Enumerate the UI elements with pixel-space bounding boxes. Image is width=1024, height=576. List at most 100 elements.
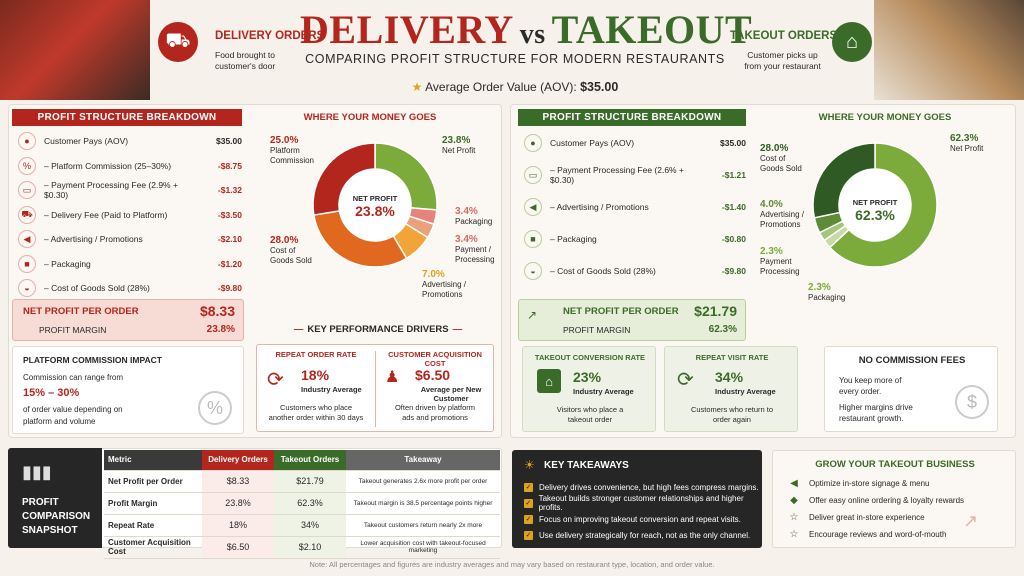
table-cell: $2.10 — [274, 536, 346, 559]
label-cogs: 28.0% Cost of Goods Sold — [270, 235, 312, 266]
table-cell: Takeout generates 2.6x more profit per o… — [346, 470, 500, 493]
donut-hole — [839, 169, 911, 241]
grow-item: ◆ Offer easy online ordering & loyalty re… — [787, 492, 1013, 509]
takeout-donut-center: NET PROFIT 62.3% — [852, 198, 898, 223]
donut-slice-platform-commission — [312, 142, 376, 216]
row-label: – Payment Processing Fee (2.9% + $0.30) — [44, 180, 178, 200]
breakdown-row: ● Customer Pays (AOV) $35.00 — [518, 132, 746, 154]
checkbox-icon: ✓ — [524, 482, 533, 492]
table-header: Takeout Orders — [274, 450, 346, 471]
net-label: NET PROFIT PER ORDER — [23, 306, 139, 317]
kpi-title: — KEY PERFORMANCE DRIVERS — — [293, 324, 463, 335]
breakdown-row: ■ – Packaging -$1.20 — [12, 253, 242, 275]
takeout-net-box: ↗ NET PROFIT PER ORDER $21.79 PROFIT MAR… — [518, 299, 746, 341]
food-icon: ◒ — [18, 279, 36, 297]
table-cell: Lower acquisition cost with takeout-focu… — [346, 536, 500, 559]
delivery-donut — [312, 142, 438, 268]
checkbox-icon: ✓ — [524, 530, 533, 540]
row-value: -$1.21 — [721, 170, 746, 180]
table-cell: Takeout customers return nearly 2x more — [346, 514, 500, 537]
megaphone-icon: ◀ — [790, 478, 798, 489]
net-value: $8.33 — [199, 303, 235, 319]
takeaway-item: ✓ Focus on improving takeout conversion a… — [524, 514, 741, 524]
megaphone-icon: ◀ — [18, 230, 36, 248]
percent-icon: % — [18, 156, 36, 175]
row-label: – Packaging — [44, 258, 91, 269]
dollar-icon: $ — [955, 385, 989, 419]
breakdown-row: ▭ – Payment Processing Fee (2.6% + $0.30)… — [518, 164, 746, 186]
delivery-kpi-box: REPEAT ORDER RATE ⟳ 18% Industry Average… — [256, 344, 494, 432]
table-cell: Profit Margin — [104, 492, 202, 515]
table-cell: Repeat Rate — [104, 514, 202, 537]
margin-label: PROFIT MARGIN — [563, 325, 631, 335]
delivery-heading: DELIVERY ORDERS — [215, 30, 325, 42]
takeaway-list: ✓ Delivery drives convenience, but high f… — [524, 480, 760, 544]
label-net: 62.3% Net Profit — [950, 133, 984, 154]
page-subtitle: COMPARING PROFIT STRUCTURE FOR MODERN RE… — [305, 52, 725, 66]
commission-impact-box: PLATFORM COMMISSION IMPACT Commission ca… — [12, 346, 244, 434]
donut-hole — [339, 169, 411, 241]
aov-line: ★ Average Order Value (AOV): $35.00 — [411, 80, 619, 94]
person-icon: ● — [18, 132, 36, 150]
table-cell: Takeout margin is 38.5 percentage points… — [346, 492, 500, 515]
label-advertising: 4.0% Advertising / Promotions — [760, 199, 805, 230]
table-row: Profit Margin 23.8% 62.3% Takeout margin is… — [104, 492, 500, 515]
label-cogs: 28.0% Cost of Goods Sold — [760, 143, 802, 174]
table-cell: $6.50 — [202, 536, 274, 559]
takeout-breakdown-title: PROFIT STRUCTURE BREAKDOWN — [518, 109, 746, 126]
chart-up-icon: ↗ — [527, 308, 538, 322]
snapshot-table: Metric Delivery Orders Takeout Orders Takea… — [104, 450, 500, 559]
star-icon: ☆ — [789, 512, 799, 523]
breakdown-row: ◀ – Advertising / Promotions -$2.10 — [12, 228, 242, 250]
snapshot-title-block: ▮▮▮ PROFIT COMPARISON SNAPSHOT — [8, 448, 102, 548]
growth-chart-icon: ↗ — [963, 511, 979, 531]
takeaway-item: ✓ Use delivery strategically for reach, n… — [524, 530, 751, 540]
row-label: Customer Pays (AOV) — [550, 138, 635, 148]
table-cell: $8.33 — [202, 470, 274, 493]
breakdown-row: ■ – Packaging -$0.80 — [518, 228, 746, 250]
table-cell: 62.3% — [274, 492, 346, 515]
table-row: Repeat Rate 18% 34% Takeout customers retur… — [104, 514, 500, 537]
box-icon: ■ — [524, 230, 542, 248]
table-cell: Net Profit per Order — [104, 470, 202, 493]
tag-icon: ◆ — [790, 495, 798, 506]
delivery-breakdown-title: PROFIT STRUCTURE BREAKDOWN — [12, 109, 242, 126]
breakdown-row: ◀ – Advertising / Promotions -$1.40 — [518, 196, 746, 218]
label-commission: 25.0% Platform Commission — [270, 135, 315, 166]
row-value: $35.00 — [720, 138, 746, 148]
row-value: -$8.75 — [217, 160, 242, 171]
margin-label: PROFIT MARGIN — [39, 325, 107, 335]
row-value: -$1.32 — [217, 185, 242, 195]
star-icon: ☆ — [789, 529, 799, 540]
row-value: -$1.20 — [217, 258, 242, 269]
row-value: -$9.80 — [217, 283, 242, 293]
row-label: – Cost of Goods Sold (28%) — [550, 266, 656, 276]
takeout-heading: TAKEOUT ORDERS — [730, 30, 838, 42]
grow-item: ☆ Deliver great in-store experience — [787, 509, 1013, 526]
page-title: DELIVERY vs TAKEOUT — [300, 7, 753, 52]
star-icon: ★ — [411, 80, 423, 94]
takeout-bag-icon: ⌂ — [832, 22, 872, 62]
delivery-net-box: NET PROFIT PER ORDER $8.33 PROFIT MARGIN… — [12, 299, 244, 341]
label-advertising: 7.0% Advertising / Promotions — [422, 269, 467, 300]
row-label: – Cost of Goods Sold (28%) — [44, 283, 150, 293]
takeout-desc: Customer picks up from your restaurant — [744, 50, 821, 71]
margin-value: 23.8% — [206, 324, 235, 335]
takeout-donut-title: WHERE YOUR MONEY GOES — [818, 112, 952, 123]
net-value: $21.79 — [694, 303, 737, 319]
repeat-icon: ⟳ — [677, 369, 694, 391]
table-header: Takeaway — [346, 450, 500, 471]
table-cell: $21.79 — [274, 470, 346, 493]
person-icon: ● — [524, 134, 542, 152]
delivery-desc: Food brought to customer's door — [215, 50, 276, 71]
label-net: 23.8% Net Profit — [442, 135, 476, 156]
row-label: – Advertising / Promotions — [550, 202, 649, 212]
scooter-icon: ⛟ — [158, 22, 198, 62]
breakdown-row: % – Platform Commission (25–30%) -$8.75 — [12, 155, 242, 177]
grow-item: ◀ Optimize in-store signage & menu — [787, 475, 1013, 492]
grow-list: ◀ Optimize in-store signage & menu ◆ Offer … — [787, 475, 1013, 543]
box-icon: ■ — [18, 254, 36, 273]
takeout-donut — [812, 142, 938, 268]
grow-item: ☆ Encourage reviews and word-of-mouth — [787, 526, 1013, 543]
row-label: – Delivery Fee (Paid to Platform) — [44, 209, 168, 220]
